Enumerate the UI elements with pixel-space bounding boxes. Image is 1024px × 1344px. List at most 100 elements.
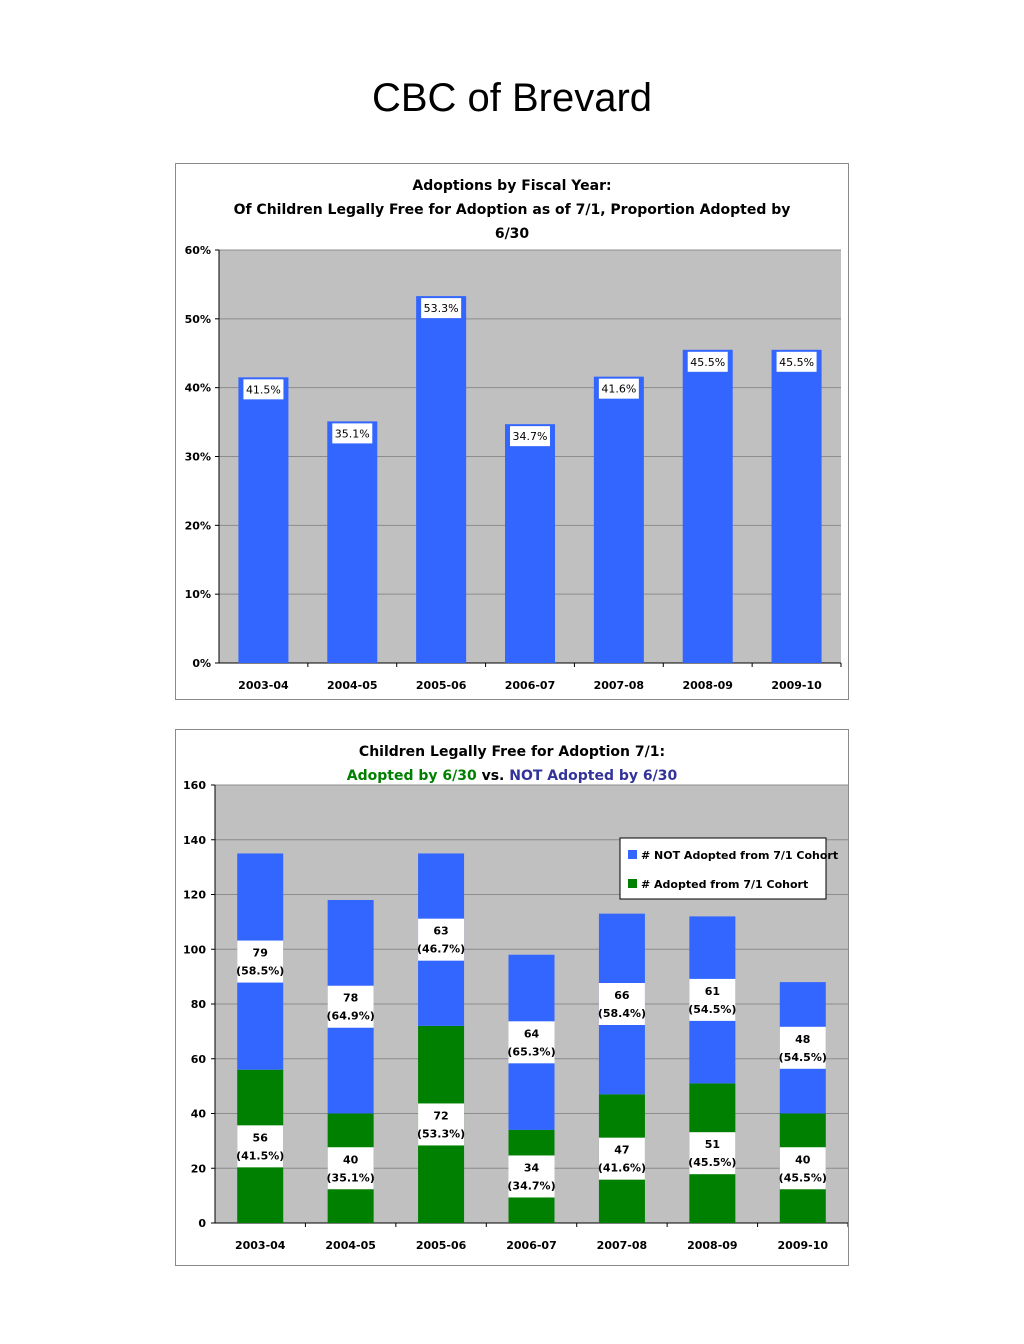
chart1-ytick-label: 0% [192, 657, 211, 670]
chart2-data-label-box-adopted [779, 1147, 826, 1190]
chart1-title-line1: Adoptions by Fiscal Year: [412, 178, 612, 194]
chart1-data-label-box [421, 298, 462, 319]
chart1-data-label: 35.1% [335, 427, 370, 440]
chart1-xtick-label: 2008-09 [682, 679, 733, 692]
chart1-data-label: 41.6% [601, 383, 636, 396]
chart2-legend-swatch-not-adopted [628, 850, 637, 859]
chart1-xtick-label: 2005-06 [416, 679, 467, 692]
chart2-data-label-box-not-adopted [689, 978, 736, 1021]
chart2-data-label-count-not-adopted: 61 [705, 985, 720, 998]
chart2-data-label-box-not-adopted [237, 940, 284, 983]
chart2-data-label-pct-not-adopted: (54.5%) [688, 1003, 736, 1016]
chart2-data-label-pct-adopted: (53.3%) [417, 1127, 465, 1140]
chart1-ytick-label: 40% [185, 382, 211, 395]
chart2-ytick-label: 80 [191, 998, 207, 1011]
chart2-xtick-label: 2008-09 [687, 1239, 738, 1252]
page-title: CBC of Brevard [371, 76, 653, 120]
chart2-data-label-box-adopted [689, 1132, 736, 1175]
chart2-xtick-label: 2007-08 [597, 1239, 648, 1252]
chart2-data-label-box-adopted [237, 1125, 284, 1168]
chart2-data-label-pct-adopted: (41.5%) [236, 1149, 284, 1162]
chart1-data-label-box [332, 423, 373, 444]
chart1-bar [416, 296, 467, 663]
chart2-data-label-count-not-adopted: 78 [343, 992, 358, 1005]
chart2-legend-label-adopted: # Adopted from 7/1 Cohort [641, 878, 808, 891]
chart2-data-label-count-adopted: 51 [705, 1138, 720, 1151]
chart1-bar [771, 349, 822, 663]
chart2-xtick-label: 2003-04 [235, 1239, 286, 1252]
chart1-xtick-label: 2009-10 [771, 679, 822, 692]
chart1-bar [682, 349, 733, 663]
chart2-data-label-pct-adopted: (41.6%) [598, 1162, 646, 1175]
chart2-data-label-pct-adopted: (45.5%) [779, 1171, 827, 1184]
chart2-title-vs: vs. [476, 768, 510, 784]
chart2-data-label-pct-adopted: (34.7%) [507, 1179, 555, 1192]
chart2-data-label-count-adopted: 47 [614, 1144, 629, 1157]
chart2-data-label-box-adopted [327, 1147, 374, 1190]
chart1-bar [593, 376, 644, 663]
chart2-data-label-pct-not-adopted: (65.3%) [507, 1045, 555, 1058]
chart2-ytick-label: 160 [183, 779, 206, 792]
chart2-legend-label-not-adopted: # NOT Adopted from 7/1 Cohort [641, 849, 838, 862]
chart2-data-label-pct-not-adopted: (46.7%) [417, 943, 465, 956]
chart1-ytick-label: 60% [185, 244, 211, 257]
chart2-data-label-box-not-adopted [418, 918, 465, 961]
chart2-data-label-count-adopted: 40 [343, 1153, 359, 1166]
chart2-ytick-label: 0 [198, 1217, 206, 1230]
chart2-data-label-pct-adopted: (35.1%) [327, 1171, 375, 1184]
chart1-data-label: 34.7% [513, 430, 548, 443]
chart1-ytick-label: 50% [185, 313, 211, 326]
chart2-data-label-box-not-adopted [508, 1021, 555, 1064]
chart1-bar [238, 377, 289, 663]
chart2-plot: 0 20 40 60 80 100 120 140 160 2003-04 2004-05 2005-… [183, 779, 848, 1252]
chart1-data-label: 53.3% [424, 302, 459, 315]
chart2-legend [619, 837, 827, 900]
chart1-bar [505, 424, 555, 663]
chart2-data-label-count-not-adopted: 64 [524, 1027, 540, 1040]
chart1-data-label: 41.5% [246, 383, 281, 396]
chart2-xtick-label: 2004-05 [325, 1239, 376, 1252]
chart1-data-label: 45.5% [690, 356, 725, 369]
chart2-data-label-pct-not-adopted: (54.5%) [779, 1051, 827, 1064]
chart2-data-label-pct-not-adopted: (64.9%) [327, 1010, 375, 1023]
chart1-ytick-label: 30% [185, 451, 211, 464]
chart1-data-label-box [598, 378, 639, 399]
chart2-ytick-label: 120 [183, 889, 206, 902]
chart2-xtick-label: 2005-06 [416, 1239, 467, 1252]
chart2-data-label-box-adopted [418, 1103, 465, 1146]
chart2-title-not-adopted: NOT Adopted by 6/30 [509, 768, 678, 784]
chart1-data-label-box [776, 351, 817, 372]
chart2-data-label-pct-not-adopted: (58.4%) [598, 1007, 646, 1020]
chart1-bar [327, 421, 378, 663]
chart2-data-label-count-adopted: 56 [253, 1131, 269, 1144]
chart2-ytick-label: 100 [183, 943, 206, 956]
chart1-title-line2: Of Children Legally Free for Adoption as… [233, 202, 791, 218]
chart2-data-label-count-not-adopted: 48 [795, 1033, 810, 1046]
chart2-title: Children Legally Free for Adoption 7/1: … [176, 740, 848, 788]
chart2-title-line1: Children Legally Free for Adoption 7/1: [358, 744, 666, 760]
chart1-xtick-label: 2006-07 [505, 679, 556, 692]
chart2-ytick-label: 20 [191, 1162, 207, 1175]
chart2-title-adopted: Adopted by 6/30 [346, 768, 477, 784]
chart1-xtick-label: 2007-08 [594, 679, 645, 692]
chart2-data-label-box-not-adopted [327, 985, 374, 1028]
chart2-data-label-pct-not-adopted: (58.5%) [236, 965, 284, 978]
chart1-ytick-label: 20% [185, 519, 211, 532]
adopted-vs-not-chart: Children Legally Free for Adoption 7/1: … [175, 729, 849, 1266]
chart2-data-label-box-not-adopted [779, 1026, 826, 1069]
chart2-ytick-label: 40 [191, 1108, 207, 1121]
chart1-data-label-box [687, 351, 728, 372]
chart2-data-label-count-adopted: 34 [524, 1161, 540, 1174]
chart1-data-label: 45.5% [779, 356, 814, 369]
chart1-plot: 0% 10% 20% 30% 40% 50% 60% 2003-04 41.5% 2004-05 3… [185, 244, 842, 692]
chart1-title-line3: 6/30 [494, 226, 530, 242]
chart2-data-label-box-not-adopted [598, 983, 645, 1025]
chart2-legend-swatch-adopted [628, 879, 637, 888]
chart1-title: Adoptions by Fiscal Year: Of Children Le… [176, 174, 848, 246]
chart1-xtick-label: 2003-04 [238, 679, 289, 692]
chart1-data-label-box [243, 379, 284, 400]
chart2-ytick-label: 140 [183, 834, 206, 847]
chart2-title-line2: Adopted by 6/30 vs. NOT Adopted by 6/30 [176, 764, 848, 788]
chart2-data-label-count-not-adopted: 63 [433, 925, 448, 938]
chart2-data-label-box-adopted [598, 1137, 645, 1180]
